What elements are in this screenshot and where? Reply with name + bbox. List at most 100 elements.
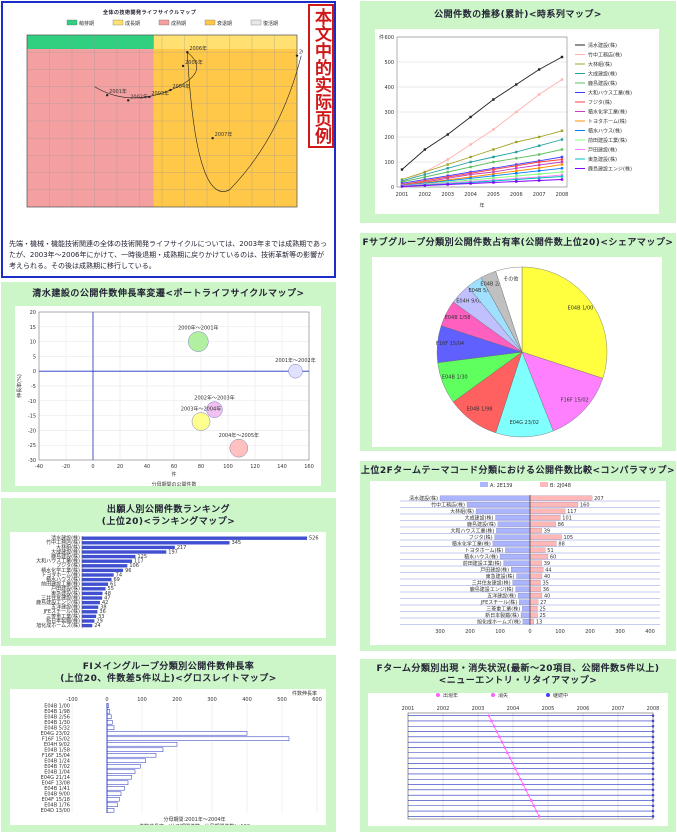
rank-bar [82,568,124,573]
growth-bar [106,720,113,725]
ranking-title: 出願人別公開件数ランキング (上位20)<ランキングマップ> [101,505,236,527]
rank-label: 大和ハウス工業(株) [36,558,80,565]
value-b: 39 [544,561,550,567]
growth-bar [106,725,115,730]
series-marker [492,98,495,101]
pie-slice [521,266,608,379]
series-marker [400,185,404,188]
series-marker [537,172,541,176]
series-marker [515,180,518,183]
rank-value: 197 [168,549,178,555]
x-tick-label: 2008 [647,706,660,712]
value-b: 88 [558,542,564,548]
series-line [401,130,563,180]
x-tick-label: 2002 [437,706,450,712]
lifecycle-point [169,88,172,92]
rank-value: 55 [108,586,114,592]
bar-b [529,553,549,560]
category-label: フジタ(株) [469,534,493,541]
series-marker [423,175,427,179]
series-marker [537,144,541,147]
series-marker [400,180,404,184]
entry-marker [532,804,536,808]
x-tick-label: 200 [172,697,182,703]
rank-value: 47 [104,595,110,601]
bar-a [505,547,531,553]
rank-value: 33 [98,614,104,620]
legend-swatch [204,19,216,26]
series-marker [560,158,564,161]
rank-bar [82,610,98,614]
rank-label: 竹中工務店(株) [46,539,80,546]
series-marker [469,172,472,175]
category-label: E04B 1/58 [44,748,70,754]
share-panel: Fサブグループ分類別公開件数占有率(公開件数上位20)<シェアマップ> E04B… [360,233,676,451]
category-label: トヨタホーム(株) [465,547,504,554]
legend-label: 戸田建設(株) [588,147,617,154]
series-marker [469,178,472,182]
x-tick-label: 200 [465,629,475,635]
y-tick-label: -15 [28,414,36,420]
bubble-label: 2003年〜2004年 [181,406,221,413]
x-axis-label: 件 [171,471,176,478]
series-marker [469,143,472,146]
growth-bar [106,753,157,758]
category-label: 大林組(株) [450,508,474,515]
category-label: 三井住友建設(株) [472,580,511,587]
x-tick-label: 600 [312,697,322,703]
legend-swatch [158,19,170,26]
lifecycle-paragraph: 先端・機械・機能技術関連の全体の技術開発ライフサイクルについては、2003年まで… [9,240,328,270]
entry-marker [487,714,491,717]
bar-b [529,547,546,553]
rank-bar [82,582,109,586]
series-marker [469,175,472,179]
pie-slice-label: E04B 1/98 [467,406,493,412]
bar-a [499,553,531,560]
x-tick-label: 2005 [487,192,500,198]
series-marker [537,179,541,182]
rank-label: 積水化学工業(株) [41,567,80,574]
rank-label: 大林組(株) [56,544,80,551]
series-marker [560,138,564,141]
value-b: 51 [547,548,553,554]
rank-bar [82,614,97,619]
series-marker [400,182,404,185]
bar-a [439,495,531,501]
series-marker [492,155,495,159]
lifecycle-title: 全体の技術開発ライフサイクルマップ [103,10,197,16]
share-chart: E04B 1/00 F16F 15/02 E04G 23/02 E04B 1/98 E0… [372,257,662,447]
growth-bar [106,775,132,780]
rank-value: 125 [137,554,147,560]
series-marker [515,178,518,181]
series-marker [423,184,427,187]
rank-bar [82,541,230,545]
lifecycle-point-label: 2005年 [185,59,203,66]
rank-value: 345 [232,540,242,546]
legend-label: 大林組(株) [588,61,612,68]
entry-marker [511,762,514,765]
value-b: 101 [562,516,572,522]
new-entry-chart: 出現年 消失 継続中 2001 2002 2003 2004 2005 2006 2007 2008 [368,693,668,826]
entry-marker [519,777,522,781]
series-marker [446,133,449,136]
rank-label: 新日本製鐵(株) [46,617,80,624]
value-b: 40 [544,594,550,600]
legend-label: 積水化学工業(株) [588,109,627,116]
category-label: 竹中工務店(株) [431,502,465,509]
series-marker [537,176,541,180]
x-tick-label: 400 [645,629,655,635]
series-marker [492,148,495,151]
portfolio-title: 清水建設の公開件数伸長率変遷<ポートライフサイクルマップ> [32,289,305,299]
growth-bar [106,758,146,763]
bar-a [495,514,531,521]
category-label: 積水ハウス(株) [464,554,498,561]
series-marker [560,78,564,81]
growth-bar [106,786,125,791]
pie-slice-label: E04H 9/02 [456,299,482,305]
growth-bar [106,764,141,769]
x-tick-label: 40 [144,464,150,470]
lifecycle-curve [94,51,302,192]
footer-label: 分母期間の公開件数 [151,481,196,486]
entry-marker [508,756,512,760]
timeseries-panel: 公開件数の推移(累計)<時系列マップ> 件 0 100 200 300 400 500 600… [360,1,676,223]
